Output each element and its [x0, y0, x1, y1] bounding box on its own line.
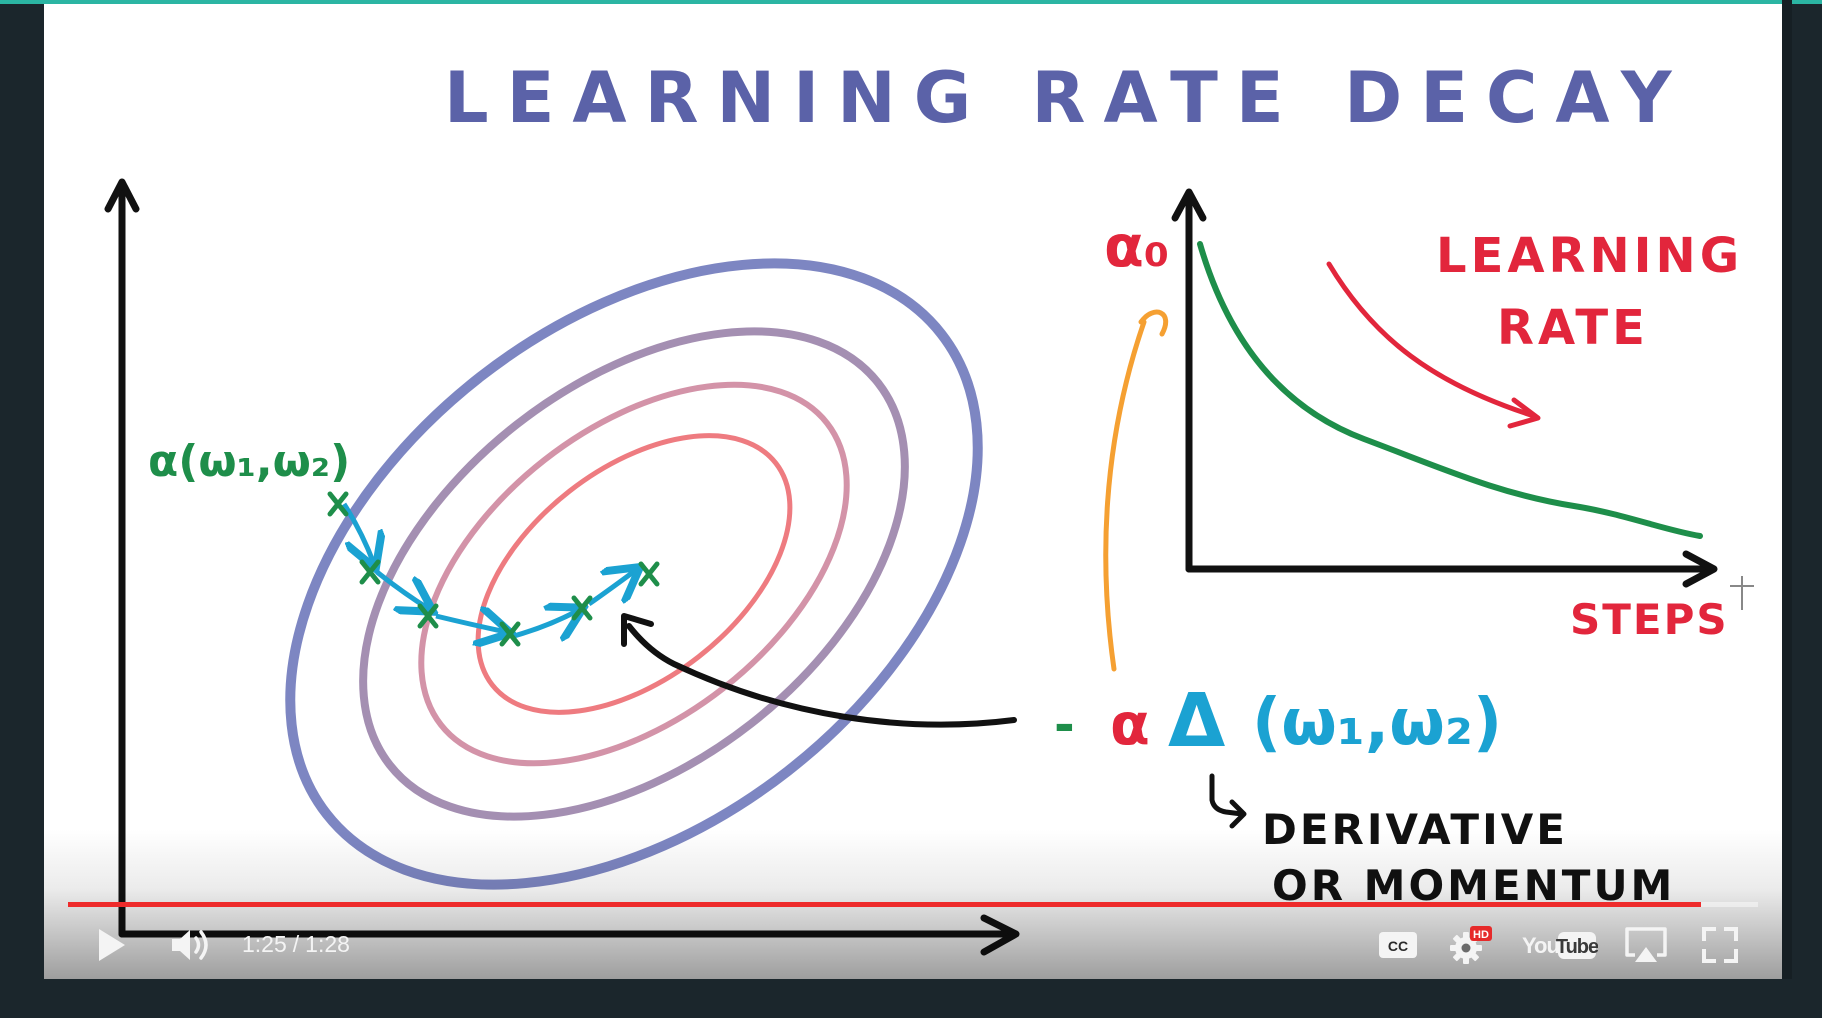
decreasing-arrowhead [1507, 397, 1541, 429]
step-marker [359, 559, 381, 585]
left-x-arrowhead [980, 914, 1020, 956]
fullscreen-button[interactable] [1690, 910, 1750, 979]
logo-tube: Tube [1556, 936, 1598, 958]
left-y-arrowhead [104, 178, 140, 213]
update-minus: - [1054, 696, 1075, 754]
time-separator: / [292, 931, 300, 957]
curve-label-learning: LEARNING [1436, 228, 1743, 284]
progress-bar[interactable] [68, 902, 1758, 907]
window-edge [1782, 0, 1792, 1018]
note-hook-arrowhead [1229, 799, 1247, 829]
player-controls: 1:25/1:28 CC [44, 910, 1782, 979]
descent-step [587, 570, 636, 607]
play-icon [99, 928, 125, 961]
fullscreen-icon [1702, 926, 1738, 963]
step-marker [571, 595, 593, 621]
contour-outer [285, 258, 983, 890]
note-derivative: DERIVATIVE [1262, 805, 1568, 854]
contour-inner [475, 433, 793, 715]
hd-badge [1470, 925, 1492, 941]
volume-icon [172, 929, 208, 960]
youtube-logo-button[interactable]: You Tube [1518, 910, 1600, 979]
loss-function-label: α(ω₁,ω₂) [148, 436, 350, 487]
curve-label-rate: RATE [1497, 300, 1649, 356]
update-arguments: (ω₁,ω₂) [1252, 686, 1502, 760]
airplay-icon [1625, 926, 1667, 962]
decay-y-arrowhead [1171, 188, 1207, 222]
cursor-mark [1730, 576, 1754, 610]
note-hook-arrow [1209, 773, 1245, 817]
airplay-button[interactable] [1614, 910, 1678, 979]
learning-rate-decay-curve [1197, 241, 1703, 539]
update-pointer-arrow [626, 623, 1017, 728]
progress-played [68, 902, 1701, 907]
update-delta: Δ [1168, 678, 1225, 764]
logo-you: You [1522, 933, 1559, 958]
top-accent-strip [0, 0, 1822, 4]
volume-button[interactable] [160, 910, 222, 979]
step-marker [499, 621, 521, 647]
hd-badge-label: HD [1473, 929, 1489, 941]
page-bottom-band [0, 979, 1822, 1018]
gear-icon: HD [1450, 925, 1492, 964]
decreasing-arrow [1326, 261, 1537, 419]
descent-step [375, 570, 429, 609]
slide-title: LEARNING RATE DECAY [444, 57, 1690, 139]
update-pointer-arrowhead [621, 613, 654, 647]
alpha0-label: α₀ [1104, 212, 1169, 280]
decay-x-arrowhead [1682, 550, 1718, 588]
contour-second [359, 327, 909, 821]
note-momentum: OR MOMENTUM [1272, 861, 1675, 910]
descent-step [435, 616, 506, 632]
captions-label: CC [1388, 938, 1408, 954]
steps-axis-label: STEPS [1570, 595, 1729, 644]
step-marker [327, 491, 349, 517]
play-button[interactable] [84, 910, 140, 979]
youtube-logo: You Tube [1522, 931, 1598, 959]
descent-path [341, 502, 636, 636]
current-time: 1:25 [242, 931, 287, 957]
captions-icon: CC [1379, 931, 1417, 958]
update-alpha: α [1110, 690, 1150, 758]
settings-button[interactable]: HD [1440, 910, 1500, 979]
step-markers [327, 491, 660, 647]
step-marker [638, 561, 660, 587]
time-display: 1:25/1:28 [242, 910, 350, 979]
lecture-whiteboard: LEARNING RATE DECAY α(ω₁,ω₂) [104, 57, 1754, 956]
duration: 1:28 [305, 931, 350, 957]
contour-third [418, 381, 850, 767]
orange-link-arrowhead [1138, 309, 1169, 337]
video-player[interactable]: LEARNING RATE DECAY α(ω₁,ω₂) [44, 4, 1782, 979]
descent-step [341, 502, 374, 564]
step-marker [417, 603, 439, 629]
descent-step [513, 610, 579, 636]
captions-button[interactable]: CC [1368, 910, 1428, 979]
orange-link-arrow [1103, 319, 1147, 672]
